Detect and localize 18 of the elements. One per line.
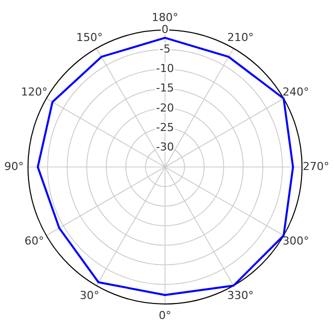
y-tick-label: -30: [156, 140, 174, 154]
y-tick-label: -5: [160, 42, 170, 56]
spoke-label: 210°: [227, 30, 254, 44]
spoke-label: 30°: [80, 289, 100, 302]
spoke-label: 0°: [158, 309, 172, 322]
spoke-label: 60°: [24, 234, 44, 248]
y-tick-label: -20: [156, 101, 174, 114]
spoke-label: 300°: [282, 234, 310, 248]
spoke-label: 330°: [227, 289, 254, 302]
spoke-label: 180°: [152, 11, 178, 24]
spoke-label: 90°: [4, 160, 24, 174]
y-tick-label: -10: [156, 62, 174, 76]
y-tick-label: -25: [156, 120, 174, 134]
spoke-label: 270°: [302, 160, 330, 174]
spoke-label: 120°: [20, 86, 48, 99]
spoke-label: 240°: [282, 86, 310, 99]
y-tick-label: -15: [156, 82, 174, 95]
spoke-label: 150°: [76, 30, 103, 44]
